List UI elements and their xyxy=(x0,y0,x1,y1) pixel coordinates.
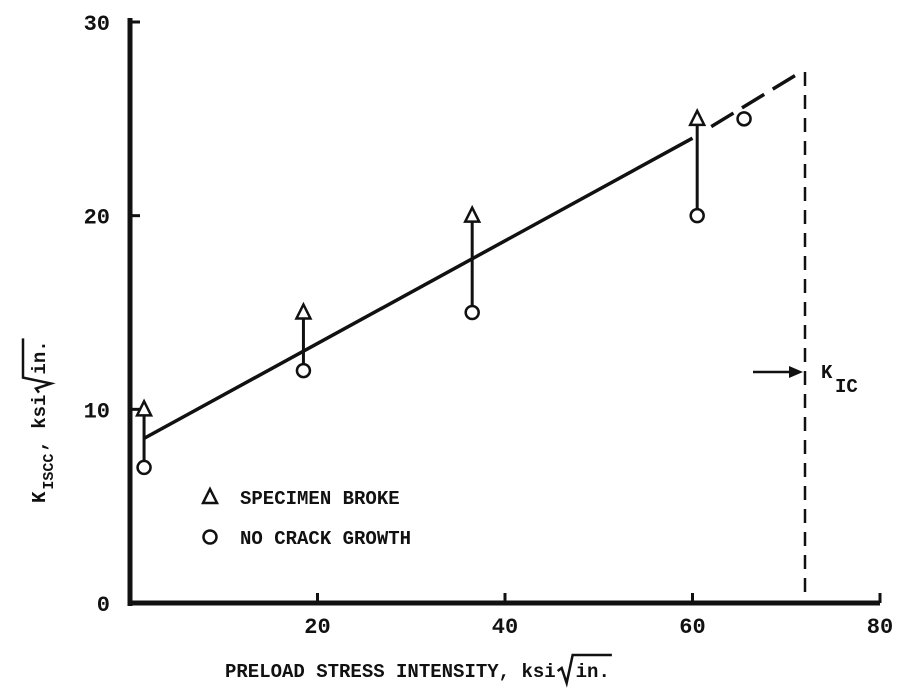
trend-line-extrapolated xyxy=(710,70,802,129)
axis-label-part: in. xyxy=(29,340,51,374)
trend-line xyxy=(143,136,694,440)
y-tick-label: 10 xyxy=(84,399,110,424)
legend-label: SPECIMEN BROKE xyxy=(240,488,400,510)
y-tick-label: 30 xyxy=(84,12,110,37)
circle-marker xyxy=(136,459,152,476)
circle-marker xyxy=(736,111,752,127)
axis-label-part: PRELOAD STRESS INTENSITY, ksi xyxy=(225,661,556,683)
legend-label: NO CRACK GROWTH xyxy=(240,528,411,550)
triangle-marker xyxy=(135,398,154,417)
legend-marker xyxy=(202,529,218,545)
radical xyxy=(556,653,612,688)
triangle-marker xyxy=(463,204,482,223)
kic-label-sub: IC xyxy=(835,376,858,398)
kic-arrowhead xyxy=(789,366,803,378)
y-tick-label: 20 xyxy=(84,206,110,231)
axis-label-part: ISCC xyxy=(41,454,58,490)
axis-label-part: in. xyxy=(576,661,610,683)
circle-marker xyxy=(689,207,705,224)
y-tick-label: 0 xyxy=(97,593,110,618)
x-tick-label: 20 xyxy=(304,615,330,640)
triangle-marker xyxy=(688,108,707,127)
circle-marker xyxy=(295,362,312,379)
x-tick-label: 80 xyxy=(867,615,893,640)
axis-label-part: , ksi xyxy=(29,395,51,452)
circle-marker xyxy=(464,304,480,321)
legend-marker xyxy=(200,486,220,505)
x-tick-label: 60 xyxy=(679,615,705,640)
x-tick-label: 40 xyxy=(492,615,518,640)
triangle-marker xyxy=(294,301,313,320)
axis-label-part: K xyxy=(29,491,51,503)
radical xyxy=(21,338,56,394)
kic-label: K xyxy=(821,362,833,384)
x-axis-label: PRELOAD STRESS INTENSITY, ksi in. xyxy=(225,653,612,688)
